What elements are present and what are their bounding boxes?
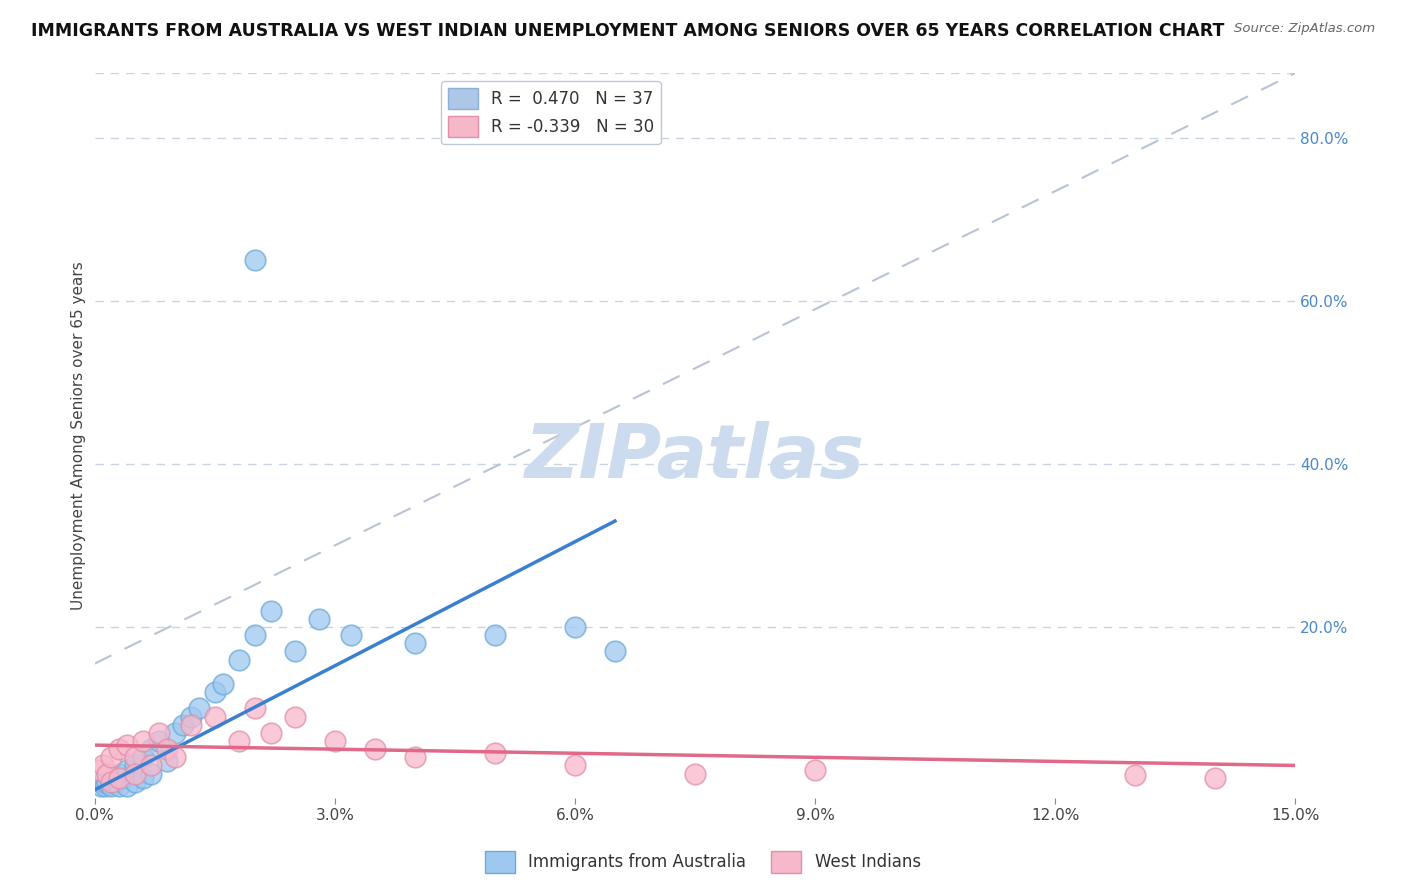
Point: [111, 771, 134, 785]
Point: [124, 750, 146, 764]
Point: [115, 763, 138, 777]
Point: [804, 763, 827, 777]
Point: [243, 253, 266, 268]
Point: [163, 750, 186, 764]
Point: [139, 766, 162, 780]
Point: [228, 652, 250, 666]
Point: [404, 750, 426, 764]
Point: [124, 758, 146, 772]
Point: [683, 766, 706, 780]
Point: [284, 644, 307, 658]
Point: [90, 779, 112, 793]
Point: [180, 709, 202, 723]
Point: [96, 766, 118, 780]
Point: [148, 726, 170, 740]
Point: [91, 758, 114, 772]
Point: [484, 746, 506, 760]
Point: [204, 685, 226, 699]
Point: [484, 628, 506, 642]
Point: [260, 726, 283, 740]
Point: [284, 709, 307, 723]
Point: [603, 644, 626, 658]
Point: [131, 734, 153, 748]
Point: [139, 758, 162, 772]
Point: [115, 779, 138, 793]
Point: [115, 738, 138, 752]
Point: [124, 766, 146, 780]
Point: [1123, 768, 1146, 782]
Point: [100, 779, 122, 793]
Point: [243, 701, 266, 715]
Point: [564, 758, 586, 772]
Point: [100, 771, 122, 785]
Text: IMMIGRANTS FROM AUSTRALIA VS WEST INDIAN UNEMPLOYMENT AMONG SENIORS OVER 65 YEAR: IMMIGRANTS FROM AUSTRALIA VS WEST INDIAN…: [31, 22, 1225, 40]
Point: [139, 742, 162, 756]
Point: [107, 742, 129, 756]
Point: [364, 742, 387, 756]
Point: [100, 774, 122, 789]
Point: [564, 620, 586, 634]
Point: [94, 779, 117, 793]
Text: ZIPatlas: ZIPatlas: [524, 421, 865, 494]
Point: [156, 742, 179, 756]
Point: [131, 750, 153, 764]
Point: [96, 776, 118, 790]
Point: [180, 717, 202, 731]
Point: [107, 766, 129, 780]
Point: [323, 734, 346, 748]
Legend: Immigrants from Australia, West Indians: Immigrants from Australia, West Indians: [478, 845, 928, 880]
Point: [131, 771, 153, 785]
Point: [187, 701, 209, 715]
Point: [339, 628, 361, 642]
Point: [308, 612, 330, 626]
Point: [91, 774, 114, 789]
Point: [211, 677, 233, 691]
Legend: R =  0.470   N = 37, R = -0.339   N = 30: R = 0.470 N = 37, R = -0.339 N = 30: [441, 81, 661, 145]
Point: [228, 734, 250, 748]
Point: [204, 709, 226, 723]
Point: [87, 763, 110, 777]
Point: [124, 774, 146, 789]
Y-axis label: Unemployment Among Seniors over 65 years: Unemployment Among Seniors over 65 years: [72, 261, 86, 610]
Point: [1204, 771, 1226, 785]
Point: [156, 755, 179, 769]
Point: [107, 771, 129, 785]
Text: Source: ZipAtlas.com: Source: ZipAtlas.com: [1234, 22, 1375, 36]
Point: [260, 604, 283, 618]
Point: [103, 774, 125, 789]
Point: [163, 726, 186, 740]
Point: [107, 779, 129, 793]
Point: [100, 750, 122, 764]
Point: [172, 717, 194, 731]
Point: [243, 628, 266, 642]
Point: [148, 734, 170, 748]
Point: [404, 636, 426, 650]
